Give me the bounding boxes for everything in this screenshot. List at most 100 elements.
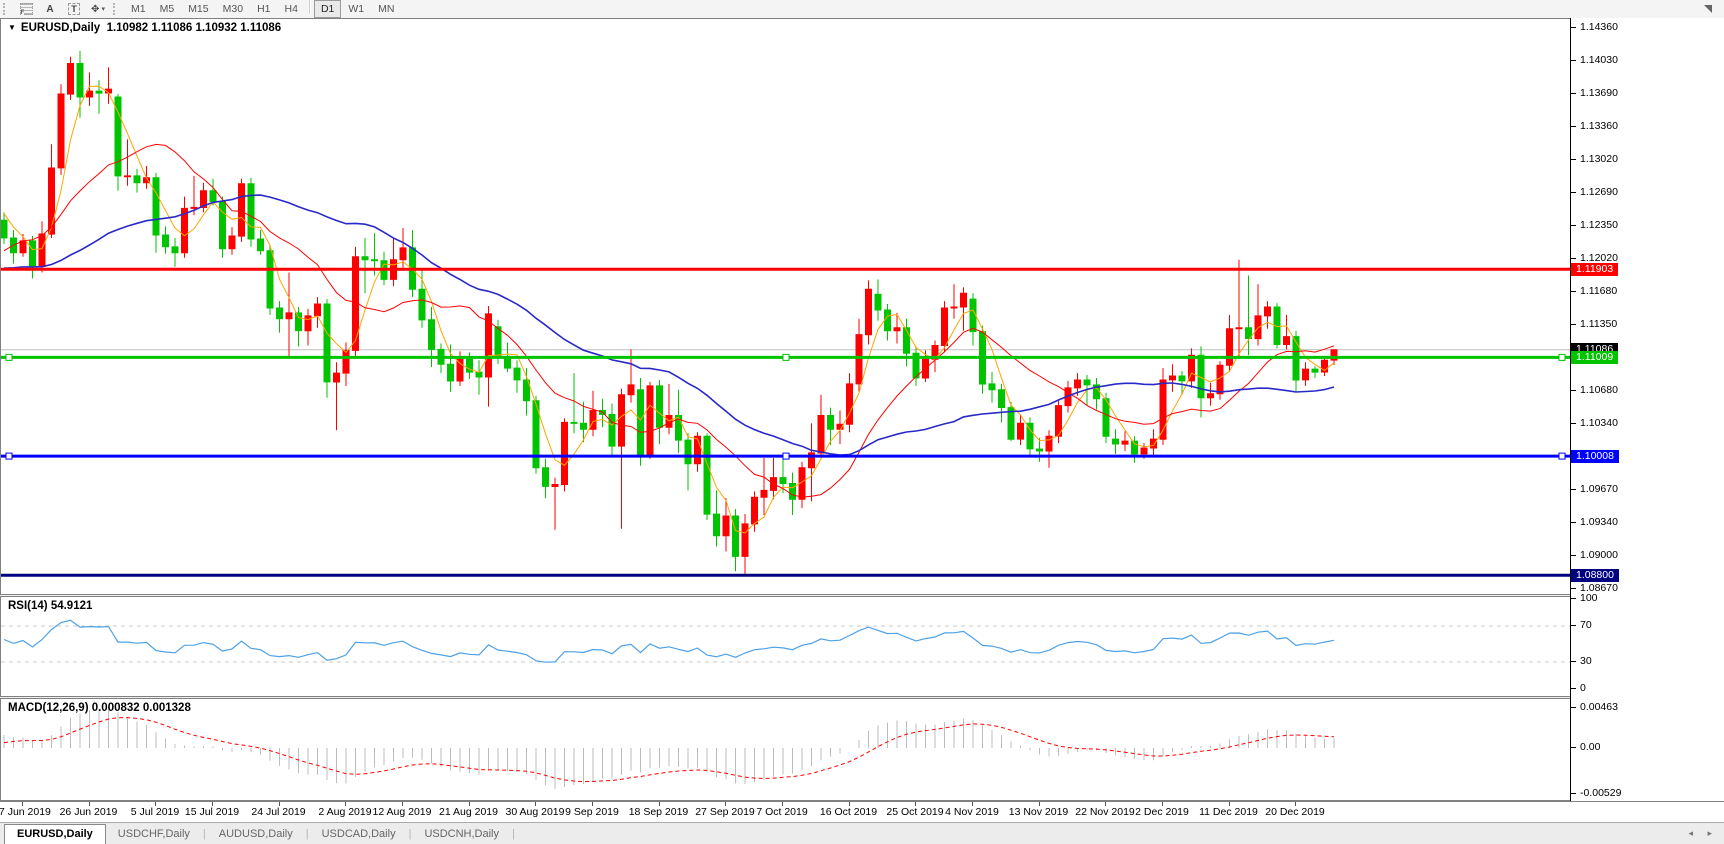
date-tick bbox=[155, 802, 156, 806]
chart-grid-button[interactable]: F bbox=[14, 2, 38, 17]
date-tick bbox=[725, 802, 726, 806]
rsi-panel[interactable]: RSI(14) 54.9121 bbox=[0, 596, 1571, 697]
rsi-label: RSI(14) 54.9121 bbox=[8, 600, 93, 612]
date-tick bbox=[1105, 802, 1106, 806]
line-handle[interactable] bbox=[1558, 353, 1566, 361]
tab-separator: | bbox=[512, 828, 515, 840]
timeframe-button-d1[interactable]: D1 bbox=[313, 0, 342, 18]
price-marker-1.11903: 1.11903 bbox=[1571, 262, 1619, 276]
date-tick bbox=[212, 802, 213, 806]
rsi-tick: 100 bbox=[1571, 592, 1598, 604]
price-tick: 1.09670 bbox=[1571, 483, 1618, 495]
tab-separator: | bbox=[305, 828, 309, 840]
date-tick bbox=[592, 802, 593, 806]
tabs-scroll-buttons[interactable]: ◂ ▸ bbox=[1688, 828, 1718, 838]
price-chart-panel[interactable]: ▼ EURUSD,Daily 1.10982 1.11086 1.10932 1.… bbox=[0, 18, 1571, 595]
price-chart-canvas[interactable] bbox=[1, 19, 1571, 594]
price-tick: 1.13020 bbox=[1571, 153, 1618, 165]
date-label: 25 Oct 2019 bbox=[886, 806, 944, 818]
price-tick: 1.10340 bbox=[1571, 417, 1618, 429]
price-marker-1.11009: 1.11009 bbox=[1571, 350, 1619, 364]
timeframe-button-w1[interactable]: W1 bbox=[348, 3, 365, 15]
timeframe-group: M1 M5 M15 M30 H1 H4 D1 W1 MN bbox=[124, 0, 401, 18]
timeframe-button-m5[interactable]: M5 bbox=[159, 3, 175, 15]
text-label-button[interactable]: T bbox=[62, 2, 86, 17]
date-label: 27 Sep 2019 bbox=[695, 806, 755, 818]
date-label: 16 Oct 2019 bbox=[819, 806, 878, 818]
date-label: 2 Aug 2019 bbox=[318, 806, 372, 818]
timeframe-button-h4[interactable]: H4 bbox=[284, 3, 298, 15]
date-label: 26 Jun 2019 bbox=[59, 806, 118, 818]
date-tick bbox=[1038, 802, 1040, 806]
toolbar-grip[interactable] bbox=[3, 3, 10, 15]
text-a-icon: A bbox=[46, 3, 54, 15]
macd-panel[interactable]: MACD(12,26,9) 0.000832 0.001328 bbox=[0, 698, 1570, 801]
bear-candle-bodies bbox=[1, 63, 1319, 557]
chevron-down-icon: ▾ bbox=[101, 6, 105, 13]
date-tick bbox=[915, 802, 916, 806]
timeframe-button-mn[interactable]: MN bbox=[378, 3, 395, 15]
date-label: 7 Oct 2019 bbox=[756, 806, 808, 818]
date-tick bbox=[848, 802, 850, 806]
line-handle[interactable] bbox=[782, 452, 790, 460]
line-handle[interactable] bbox=[5, 353, 13, 361]
text-annotation-button[interactable]: A bbox=[38, 2, 62, 17]
date-tick bbox=[1228, 802, 1230, 806]
date-label: 15 Jul 2019 bbox=[184, 806, 240, 818]
line-handle[interactable] bbox=[5, 452, 13, 460]
date-tick bbox=[782, 802, 783, 806]
date-label: 13 Nov 2019 bbox=[1008, 806, 1069, 818]
chart-title: ▼ EURUSD,Daily 1.10982 1.11086 1.10932 1.… bbox=[8, 22, 281, 34]
price-tick: 1.11350 bbox=[1571, 318, 1617, 330]
line-handle[interactable] bbox=[1558, 452, 1566, 460]
price-tick: 1.09340 bbox=[1571, 516, 1618, 528]
price-tick: 1.11680 bbox=[1571, 285, 1617, 297]
price-scale-axis[interactable]: 1.14360 1.14030 1.13690 1.13360 1.13020 1.126… bbox=[1570, 18, 1724, 801]
date-tick bbox=[278, 802, 280, 806]
chart-ohlc-readout: 1.10982 1.11086 1.10932 1.11086 bbox=[106, 22, 282, 34]
timeframe-button-m15[interactable]: M15 bbox=[188, 3, 209, 15]
bull-candle-wicks bbox=[22, 56, 1335, 577]
price-tick: 1.12350 bbox=[1571, 219, 1618, 231]
rsi-canvas[interactable] bbox=[1, 597, 1571, 696]
date-label: 17 Jun 2019 bbox=[0, 806, 51, 818]
chart-tab-usdchf[interactable]: USDCHF,Daily bbox=[117, 828, 190, 840]
macd-tick: -0.00529 bbox=[1571, 787, 1621, 799]
chart-tab-bar: EURUSD,Daily USDCHF,Daily | AUDUSD,Daily | US… bbox=[0, 822, 1724, 844]
line-handle[interactable] bbox=[782, 353, 790, 361]
tab-separator: | bbox=[408, 828, 412, 840]
chart-tab-eurusd[interactable]: EURUSD,Daily bbox=[4, 824, 106, 844]
bull-candle-bodies bbox=[19, 63, 1338, 557]
date-tick bbox=[22, 802, 23, 806]
price-tick: 1.14030 bbox=[1571, 54, 1618, 66]
date-tick bbox=[1162, 802, 1163, 806]
date-tick bbox=[88, 802, 90, 806]
toolbar-corner-icon[interactable] bbox=[1704, 5, 1712, 13]
chart-tab-audusd[interactable]: AUDUSD,Daily bbox=[218, 828, 293, 840]
timeframe-button-h1[interactable]: H1 bbox=[257, 3, 271, 15]
time-scale-axis[interactable]: 17 Jun 2019 26 Jun 2019 5 Jul 2019 15 Jul 2… bbox=[0, 801, 1724, 822]
chart-menu-triangle-icon[interactable]: ▼ bbox=[8, 23, 16, 32]
arrow-objects-button[interactable]: ✥ ▾ bbox=[86, 2, 110, 17]
chart-tab-usdcad[interactable]: USDCAD,Daily bbox=[321, 828, 396, 840]
date-label: 11 Dec 2019 bbox=[1199, 806, 1258, 818]
macd-tick: 0.00 bbox=[1571, 741, 1600, 753]
date-label: 22 Nov 2019 bbox=[1075, 806, 1135, 818]
chart-tab-usdcnh[interactable]: USDCNH,Daily bbox=[424, 828, 499, 840]
bear-candle-wicks bbox=[3, 50, 1316, 572]
price-tick: 1.14360 bbox=[1571, 21, 1618, 33]
ma-mid-line bbox=[3, 143, 1335, 498]
price-tick: 1.08670 bbox=[1571, 582, 1618, 594]
rsi-tick: 70 bbox=[1571, 619, 1592, 631]
rsi-tick: 30 bbox=[1571, 655, 1592, 667]
date-label: 20 Dec 2019 bbox=[1265, 806, 1325, 818]
timeframe-button-m1[interactable]: M1 bbox=[131, 3, 146, 15]
date-label: 5 Jul 2019 bbox=[130, 806, 180, 818]
timeframe-button-m30[interactable]: M30 bbox=[222, 3, 244, 15]
ma-fast-line bbox=[3, 85, 1335, 534]
macd-canvas[interactable] bbox=[1, 699, 1571, 800]
chart-symbol-period: EURUSD,Daily bbox=[20, 22, 101, 34]
toolbar-grip[interactable] bbox=[113, 3, 120, 15]
macd-histogram bbox=[3, 707, 1335, 789]
tab-separator: | bbox=[202, 828, 206, 840]
